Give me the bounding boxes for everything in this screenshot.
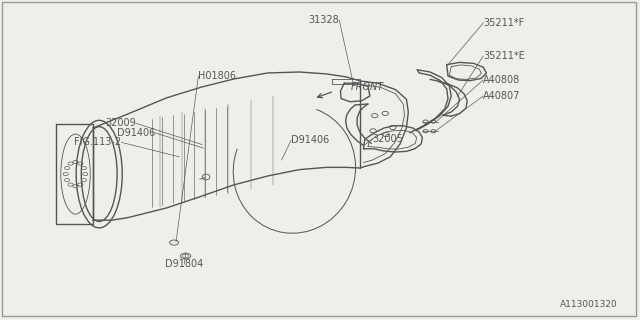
Text: 35211*F: 35211*F bbox=[483, 18, 524, 28]
Text: 31328: 31328 bbox=[308, 15, 339, 25]
Text: 32009: 32009 bbox=[105, 118, 136, 128]
Text: 32005: 32005 bbox=[372, 134, 403, 144]
Text: A40808: A40808 bbox=[483, 75, 520, 85]
Text: D91804: D91804 bbox=[165, 259, 204, 269]
Text: D91406: D91406 bbox=[116, 128, 155, 138]
Text: A40807: A40807 bbox=[483, 91, 520, 101]
Text: H01806: H01806 bbox=[198, 71, 236, 81]
Text: D91406: D91406 bbox=[291, 135, 330, 145]
Text: 35211*E: 35211*E bbox=[483, 51, 525, 61]
Text: FIG.113-2: FIG.113-2 bbox=[74, 137, 122, 148]
Text: FRONT: FRONT bbox=[351, 82, 384, 92]
Text: A113001320: A113001320 bbox=[560, 300, 618, 309]
